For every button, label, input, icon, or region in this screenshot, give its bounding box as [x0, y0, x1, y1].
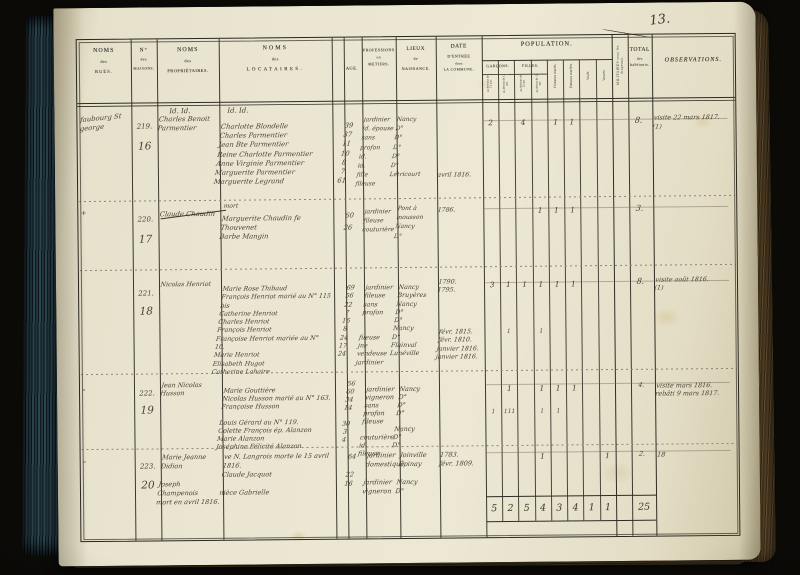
entry-house-number: 221. 18 [138, 289, 154, 318]
register-entry-1: faubourg St george 219. 16 Charles Benoi… [77, 106, 736, 204]
col-header-rues-l3: RUES. [94, 68, 113, 74]
entry-total: 8. [636, 276, 645, 286]
entry-street: „ [82, 456, 88, 465]
entry-death-note: mort [223, 202, 239, 210]
subcol-garcons-dessous: au-dessous de 12 ans. [485, 75, 494, 93]
entry-dates: 1790. 1795. [436, 278, 457, 295]
page-number: 13. [648, 11, 671, 29]
entry-proprietor: Charles Benoit Parmentier [157, 114, 211, 133]
entry-total: 2. [638, 449, 646, 458]
entry-birthplaces: Nancy D° D° D° D° D° Létricourt [389, 115, 421, 179]
col-header-observations: OBSERVATIONS. [664, 55, 723, 64]
col-header-maisons-l3: MAISONS. [133, 66, 155, 71]
entry-locataires: Marie Rose Thibaud François Henriot mari… [211, 285, 332, 376]
subcol-hommes-maries: Hommes mariés. [552, 63, 558, 88]
entry-house-number: 220. 17 [137, 215, 154, 246]
entry-observation: visite août 1816. (1) [653, 276, 710, 292]
subcol-filles-dessus: au-dessus de 12 ans. [534, 73, 543, 93]
col-header-total-l3: habitants. [630, 62, 650, 67]
entry-ages: 64 22 16 [343, 452, 357, 488]
entry-locataires: Marguerite Chaudin fe Thouvenet Barbe Ma… [218, 214, 302, 242]
col-header-proprietaires-l1: NOMS [177, 46, 199, 54]
entry-observation: 18 [656, 450, 666, 459]
entry-locataires: ve N. Langrois morte le 15 avril 1816. C… [218, 451, 330, 497]
col-header-filles: FILLES. [521, 63, 539, 68]
col-header-proprietaires-l2: des [184, 58, 192, 64]
col-header-population-title: POPULATION. [520, 40, 573, 48]
col-header-locataires-l1: NOMS [262, 45, 288, 52]
entry-population-marks-secondary: 1 111 1 1 [491, 407, 561, 416]
entry-birthplaces: Pont à mousson Nancy D° [393, 204, 424, 240]
entry-proprietor: Nicolas Henriot [160, 280, 212, 289]
register-entry-5: „ 223. 20 Marie Jeanne Didion Joseph Cha… [81, 446, 739, 507]
col-header-lieux-l3: NAISSANCE. [401, 65, 431, 72]
entry-total: 4. [637, 380, 645, 389]
col-header-garcons: GARÇONS. [486, 64, 510, 69]
entry-dates: avril 1816. [436, 171, 472, 179]
register-entry-3: 221. 18 Nicolas Henriot Marie Rose Thiba… [79, 274, 738, 376]
entry-birthplaces: Nancy D° D° D° Nancy D° D° [391, 384, 421, 450]
col-header-total-l1: TOTAL [629, 46, 650, 53]
col-header-militaires: MILITAIRES sous les drapeaux. [615, 45, 624, 86]
col-header-lieux-l1: LIEUX [406, 45, 426, 52]
subcol-garcons-dessus: au-dessus de 12 ans. [501, 73, 510, 94]
col-header-date-l1: DATE [450, 43, 467, 50]
entry-dates-secondary: févr. 1815. févr. 1810. janvier 1816. ja… [435, 328, 480, 361]
col-header-date-l2: D'ENTRÉE [447, 53, 471, 59]
col-header-rues-l2: des [100, 58, 108, 64]
col-header-date-l3: dans [454, 61, 463, 66]
col-header-proprietaires-l3: PROPRIÉTAIRES. [167, 67, 209, 74]
register-page: 13. NOMS des RUES. N° des MAISONS. NOMS … [53, 1, 761, 567]
register-entry-4: „ 222. 19 Jean Nicolas Husson Marie Gout… [80, 374, 739, 457]
entry-dates: 1783. févr. 1809. [438, 450, 475, 468]
entry-observation: visite 22 mars 1817. (1) [652, 112, 721, 131]
col-header-rues-l1: NOMS [93, 47, 115, 55]
col-header-professions-l2: ou [376, 55, 382, 60]
entry-observation: visite mars 1816. rebâti 9 mars 1817. [654, 381, 720, 398]
subcol-femmes-mariees: Femmes mariées. [568, 62, 574, 89]
col-header-maisons-l1: N° [139, 47, 148, 54]
entry-locataires: Marie Gouttière Nicolas Husson marié au … [215, 386, 332, 451]
entry-street: faubourg St george [79, 112, 122, 134]
grand-total: 25 [638, 501, 651, 513]
col-header-total-l2: des [636, 56, 643, 61]
entry-street: „ [81, 384, 87, 393]
col-header-lieux-l2: de [413, 56, 419, 61]
subcol-filles-dessous: au-dessous de 12 ans. [518, 74, 527, 92]
entry-proprietor: Marie Jeanne Didion Joseph Champenois mo… [155, 452, 221, 507]
col-header-professions-l3: MÉTIERS. [368, 62, 390, 67]
col-header-professions-l1: PROFESSIONS [362, 47, 395, 53]
subcol-veufs: Veufs. [585, 70, 590, 80]
entry-house-number: 222. 19 [139, 389, 155, 417]
entry-proprietor: Jean Nicolas Husson [159, 380, 203, 398]
entry-ages: 60 26 [343, 211, 355, 232]
census-table: NOMS des RUES. N° des MAISONS. NOMS des … [75, 32, 741, 543]
entry-house-number: 219. 16 [136, 122, 153, 153]
entry-locataires: Charlotte Blondelle Charles Parmentier J… [213, 122, 314, 187]
subcol-veuves: Veuves. [601, 69, 606, 81]
entry-street: + [80, 209, 87, 218]
col-header-date-l4: LA COMMUNE. [443, 67, 475, 72]
col-header-maisons-l2: des [140, 57, 147, 62]
entry-total: 3. [635, 203, 645, 213]
entry-total: 8. [634, 115, 644, 125]
entry-dates: 1786. [437, 206, 456, 214]
register-entry-2: + 220. 17 Claude Chaudin mort Marguerite… [78, 199, 737, 267]
